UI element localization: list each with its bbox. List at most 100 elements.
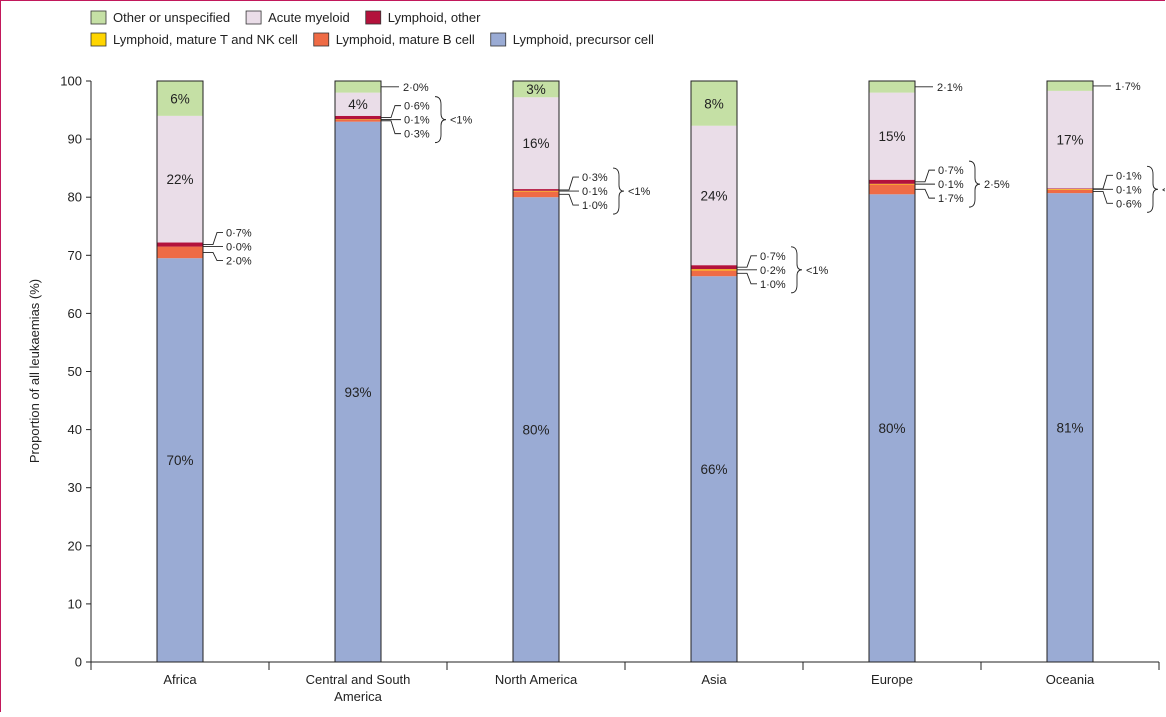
y-tick-label-70: 70 [68,248,82,263]
segment-acute-myeloid [869,92,915,180]
leader-line [381,120,401,135]
bar-north-america: 80% 16% 3% [512,80,560,663]
segment-lymphoid-mature-b-cell [157,246,203,259]
annotation-other-value: 2·1% [937,82,963,94]
legend-label-acute-myeloid: Acute myeloid [268,10,350,25]
x-tick-label-line: Central and South [306,672,411,687]
y-tick-label-80: 80 [68,190,82,205]
leader-line [737,255,757,268]
segment-acute-myeloid [691,125,737,266]
annotation-central-and-south-america: 0·6% 0·1% 0·3% <1% 2·0% [381,82,473,144]
y-tick-label-90: 90 [68,132,82,147]
x-tick-label-europe: Europe [871,672,913,687]
bar-africa: 70% 22% 6% [156,80,204,663]
leader-line [381,105,401,119]
annotation-value: 0·3% [404,129,430,141]
annotation-value: 0·6% [404,101,430,113]
annotation-value: 0·3% [582,172,608,184]
bar-asia: 66% 24% 8% [690,80,738,663]
legend-label-lymphoid-mature-b-cell: Lymphoid, mature B cell [336,32,475,47]
bar-outline [512,80,560,663]
leader-line [203,232,223,246]
brace [612,167,625,215]
segment-lymphoid-mature-b-cell [691,270,737,277]
segment-label-acute-myeloid: 15% [878,129,905,144]
x-tick-label-line: Asia [701,672,727,687]
segment-other-or-unspecified [691,81,737,126]
segment-lymphoid-other [335,115,381,120]
x-tick-label-line: North America [495,672,578,687]
y-axis: 0 10 20 30 40 50 60 70 80 90 100 [60,74,92,670]
segment-label-acute-myeloid: 16% [522,136,549,151]
segment-lymphoid-other [157,242,203,247]
annotation-value: 0·6% [1116,198,1142,210]
legend-label-lymphoid-other: Lymphoid, other [388,10,481,25]
legend-swatch-lymphoid-other [365,10,382,25]
segment-lymphoid-precursor-cell [513,197,559,662]
legend-swatch-lymphoid-precursor-cell [490,32,507,47]
leader-line [559,176,579,191]
x-axis: Africa Central and South America North Amer… [90,661,1160,704]
annotation-value: 2·0% [226,256,252,268]
annotation-value: 0·0% [226,242,252,254]
x-tick-label-oceania: Oceania [1046,672,1095,687]
brace-value: 2·5% [984,179,1010,191]
annotation-value: 0·2% [760,265,786,277]
leader-line [915,188,935,199]
segment-lymphoid-mature-t-and-nk-cell [869,183,915,185]
legend-swatch-other-or-unspecified [90,10,107,25]
bar-outline [156,80,204,663]
brace [434,96,447,144]
y-tick-label-40: 40 [68,422,82,437]
segment-label-acute-myeloid: 17% [1056,133,1083,148]
segment-other-or-unspecified [1047,81,1093,91]
bar-oceania: 81% 17% [1046,80,1094,663]
segment-other-or-unspecified [513,81,559,98]
segment-label-other-or-unspecified: 6% [170,91,190,106]
x-tick-label-line: America [334,689,382,704]
bar-outline [1046,80,1094,663]
legend-swatch-lymphoid-mature-t-and-nk-cell [90,32,107,47]
segment-label-lymphoid-precursor-cell: 70% [166,453,193,468]
annotation-value: 0·1% [582,186,608,198]
segment-lymphoid-other [1047,188,1093,190]
bar-outline [868,80,916,663]
brace [1146,165,1159,213]
x-tick-label-north-america: North America [495,672,578,687]
segment-lymphoid-precursor-cell [869,194,915,663]
annotation-other-value: 2·0% [403,82,429,94]
legend-item-lymphoid-other: Lymphoid, other [365,10,481,25]
segment-other-or-unspecified [157,81,203,116]
bar-outline [690,80,738,663]
leader-line [915,169,935,183]
y-tick-label-10: 10 [68,596,82,611]
segment-label-acute-myeloid: 22% [166,172,193,187]
brace-value: <1% [450,115,473,127]
annotation-oceania: 0·1% 0·1% 0·6% <1% 1·7% [1093,81,1166,213]
segment-label-lymphoid-precursor-cell: 93% [344,385,371,400]
segment-label-lymphoid-precursor-cell: 80% [878,421,905,436]
leader-line [559,193,579,206]
segment-lymphoid-other [869,179,915,184]
segment-label-other-or-unspecified: 3% [526,82,546,97]
x-tick-label-asia: Asia [701,672,727,687]
segment-lymphoid-mature-t-and-nk-cell [691,269,737,271]
x-tick-label-line: Oceania [1046,672,1095,687]
y-tick-label-30: 30 [68,480,82,495]
segment-label-lymphoid-precursor-cell: 81% [1056,421,1083,436]
bar-outline [334,80,382,663]
segment-label-other-or-unspecified: 8% [704,96,724,111]
annotation-value: 0·1% [1116,184,1142,196]
brace-value: <1% [806,265,829,277]
annotation-value: 0·7% [938,165,964,177]
segment-lymphoid-mature-b-cell [513,191,559,198]
legend-item-lymphoid-mature-b-cell: Lymphoid, mature B cell [313,32,475,47]
annotation-value: 0·1% [1116,170,1142,182]
leader-line [737,272,757,285]
annotations: 0·7% 0·0% 2·0% 0·6% 0·1% 0·3% <1% 2·0% 0·3% 0·1% 1… [203,81,1166,294]
segment-lymphoid-mature-b-cell [1047,189,1093,194]
legend-swatch-acute-myeloid [245,10,262,25]
y-tick-label-0: 0 [75,655,82,670]
